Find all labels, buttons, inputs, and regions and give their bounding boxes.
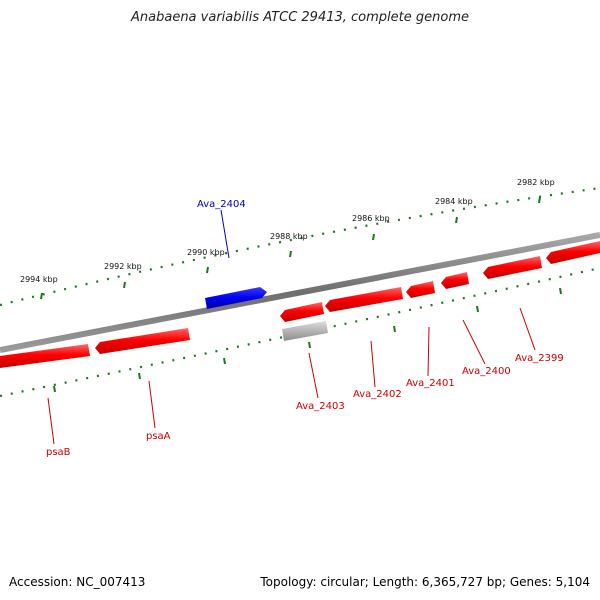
inner-major-ticks [53,287,562,393]
genome-backbone [0,232,600,353]
label-leaders [47,209,536,445]
gene-psaA[interactable] [95,328,190,354]
tick-label-2988: 2988 kbp [270,232,308,241]
label-ava-2401: Ava_2401 [406,378,455,389]
tick-label-2990: 2990 kbp [187,248,225,257]
feature-grey[interactable] [282,321,328,341]
gene-ava-2401[interactable] [406,281,435,298]
gene-ava-2402[interactable] [325,287,403,312]
gene-ava-2404[interactable] [205,287,267,309]
genome-summary-text: Topology: circular; Length: 6,365,727 bp… [260,575,590,589]
label-ava-2399: Ava_2399 [515,353,564,364]
label-ava-2402: Ava_2402 [353,389,402,400]
tick-label-2986: 2986 kbp [352,214,390,223]
label-psaB: psaB [46,447,71,458]
label-ava-2400: Ava_2400 [462,366,511,377]
gene-ava-2403[interactable] [280,302,324,322]
tick-label-2984: 2984 kbp [435,197,473,206]
tick-label-2994: 2994 kbp [20,275,58,284]
label-psaA: psaA [146,431,171,442]
gene-ava-2398[interactable] [546,241,600,264]
tick-label-2982: 2982 kbp [517,178,555,187]
label-ava-2404: Ava_2404 [197,199,246,210]
gene-ava-2399[interactable] [483,256,542,279]
outer-tick-track [0,186,600,307]
accession-text: Accession: NC_007413 [9,575,146,589]
gene-ava-2400[interactable] [441,272,469,289]
label-ava-2403: Ava_2403 [296,401,345,412]
tick-label-2992: 2992 kbp [104,262,142,271]
map-title: Anabaena variabilis ATCC 29413, complete… [131,10,469,25]
forward-genes [0,241,600,368]
outer-major-ticks [40,196,541,300]
gene-psaB[interactable] [0,344,90,368]
